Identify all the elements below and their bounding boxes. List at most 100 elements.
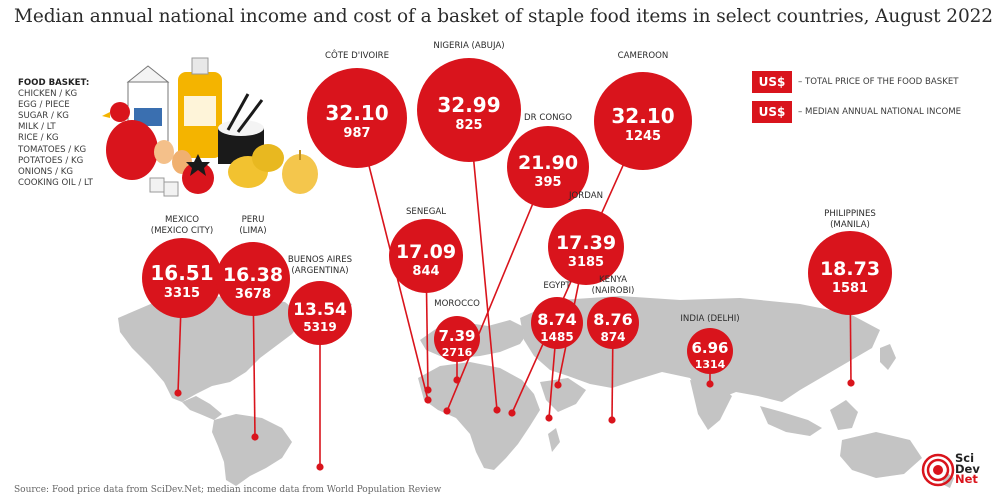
legend-income: US$ – MEDIAN ANNUAL NATIONAL INCOME <box>752 100 961 124</box>
basket-item: RICE / KG <box>18 133 59 144</box>
annual-income-label: 825 <box>455 118 482 133</box>
bubble-circle <box>594 72 692 170</box>
city-label: (NAIROBI) <box>592 286 635 296</box>
basket-price-label: 13.54 <box>293 300 347 320</box>
basket-price-label: 8.74 <box>537 310 576 329</box>
city-label: JORDAN <box>568 191 603 201</box>
bubble-circle <box>417 58 521 162</box>
basket-price-label: 32.10 <box>325 101 388 125</box>
bubble-circle <box>142 238 222 318</box>
location-dot <box>316 463 324 471</box>
basket-item: EGG / PIECE <box>18 100 70 111</box>
location-dot <box>508 409 516 417</box>
location-dot <box>545 414 553 422</box>
basket-item: CHICKEN / KG <box>18 89 78 100</box>
annual-income-label: 1485 <box>540 330 573 344</box>
logo-line: Sci <box>955 451 975 465</box>
annual-income-label: 1581 <box>832 281 868 296</box>
basket-price-label: 7.39 <box>438 327 475 345</box>
bubble-circle <box>434 316 480 362</box>
legend-income-swatch: US$ <box>752 101 792 123</box>
logo-line: Dev <box>955 461 980 476</box>
source-note: Source: Food price data from SciDev.Net;… <box>14 485 442 495</box>
legend: US$ – TOTAL PRICE OF THE FOOD BASKET US$… <box>752 70 961 130</box>
bubble-circle <box>307 68 407 168</box>
bubble-circle <box>808 231 892 315</box>
basket-price-label: 21.90 <box>518 152 578 174</box>
annual-income-label: 395 <box>534 175 561 190</box>
location-dot <box>847 379 855 387</box>
annual-income-label: 1245 <box>625 129 661 144</box>
basket-price-label: 17.09 <box>396 241 456 263</box>
location-dot <box>424 396 432 404</box>
location-dot <box>424 386 432 394</box>
basket-price-label: 6.96 <box>691 339 728 357</box>
location-dot <box>174 389 182 397</box>
basket-item: POTATOES / KG <box>18 155 84 166</box>
bubble-circle <box>587 297 639 349</box>
annual-income-label: 3315 <box>164 286 200 301</box>
basket-price-label: 32.10 <box>611 104 674 128</box>
location-dot <box>554 381 562 389</box>
city-label: (LIMA) <box>239 226 266 236</box>
annual-income-label: 2716 <box>442 346 473 359</box>
basket-item: SUGAR / KG <box>18 111 69 122</box>
scidev-logo: Sci Dev Net <box>955 453 980 485</box>
legend-total: US$ – TOTAL PRICE OF THE FOOD BASKET <box>752 70 961 94</box>
city-label: PERU <box>242 215 265 225</box>
location-dot <box>706 380 714 388</box>
bubble-circle <box>507 126 589 208</box>
chart-title: Median annual national income and cost o… <box>14 6 993 27</box>
bubble-circle <box>687 328 733 374</box>
bubble-circle <box>216 242 290 316</box>
city-label: BUENOS AIRES <box>288 255 352 265</box>
city-label: NIGERIA (ABUJA) <box>433 41 504 51</box>
basket-item: MILK / LT <box>18 122 56 133</box>
location-dot <box>453 376 461 384</box>
basket-item: TOMATOES / KG <box>18 144 87 155</box>
pin-line <box>446 166 549 412</box>
city-label: (ARGENTINA) <box>291 266 348 276</box>
city-label: (MEXICO CITY) <box>151 226 214 236</box>
annual-income-label: 3678 <box>235 287 271 302</box>
legend-income-label: – MEDIAN ANNUAL NATIONAL INCOME <box>798 107 962 117</box>
city-label: CÔTE D'IVOIRE <box>325 49 389 61</box>
bubble-circle <box>548 209 624 285</box>
city-label: PHILIPPINES <box>824 209 876 219</box>
food-basket-illustration <box>102 57 318 197</box>
basket-price-label: 16.51 <box>150 261 213 285</box>
basket-price-label: 17.39 <box>556 232 616 254</box>
city-label: MOROCCO <box>434 299 480 309</box>
annual-income-label: 5319 <box>303 320 336 334</box>
city-label: DR CONGO <box>524 113 572 123</box>
location-dot <box>608 416 616 424</box>
annual-income-label: 987 <box>343 126 370 141</box>
city-label: CAMEROON <box>618 51 669 61</box>
city-label: MEXICO <box>165 215 199 225</box>
annual-income-label: 844 <box>412 264 439 279</box>
legend-total-label: – TOTAL PRICE OF THE FOOD BASKET <box>798 77 959 87</box>
logo-line: Net <box>955 472 978 486</box>
basket-price-label: 16.38 <box>223 264 283 286</box>
legend-total-swatch: US$ <box>752 71 792 93</box>
food-basket-list: FOOD BASKET: CHICKEN / KG EGG / PIECE SU… <box>18 78 93 189</box>
location-dot <box>493 406 501 414</box>
basket-item: COOKING OIL / LT <box>18 177 93 188</box>
annual-income-label: 1314 <box>695 358 726 371</box>
city-label: SENEGAL <box>406 207 446 217</box>
location-dot <box>251 433 259 441</box>
location-dot <box>443 407 451 415</box>
city-label: INDIA (DELHI) <box>680 314 739 324</box>
